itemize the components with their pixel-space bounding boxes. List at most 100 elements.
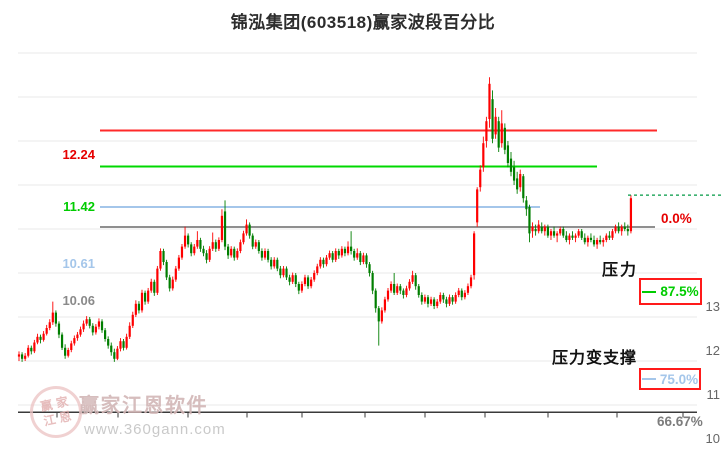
candle [36,336,39,343]
candle [605,235,608,240]
candle [82,323,85,330]
candle [88,319,91,326]
candle [436,301,439,306]
candle [331,253,334,260]
candle [150,281,153,291]
candle [236,251,239,258]
candle [602,240,605,243]
percent-label-66-67: 66.67% [657,414,703,429]
candle [214,242,217,249]
pressure-annotation: 压力 [601,262,638,279]
candle [282,268,285,276]
price-label-12-24: 12.24 [62,147,95,162]
candle [291,275,294,282]
candle [546,226,549,236]
candle [356,253,359,258]
candle [488,83,491,119]
candle [122,341,125,348]
candle [426,297,430,304]
candle [574,235,577,238]
candle [408,281,411,289]
candle [297,284,300,291]
candle [97,321,101,327]
candle [199,240,202,249]
candle [497,121,500,148]
candle [522,176,525,199]
candle [257,242,260,251]
candle [454,295,457,302]
candle [469,277,473,287]
candle [445,299,448,304]
candle [116,348,119,359]
candle [543,226,546,232]
candle [380,310,383,322]
candle [183,235,187,247]
candle [260,251,264,258]
candle [509,158,513,172]
y-axis-label: 11 [706,387,721,402]
watermark-brand: 赢家江恩软件 [79,395,208,417]
candle [230,248,233,256]
candle [423,297,426,302]
candle [91,325,94,333]
candle [48,322,51,328]
candle [24,355,27,359]
candle [171,279,174,289]
price-label-11-42: 11.42 [63,199,95,214]
candle [448,297,451,304]
candle [94,326,97,333]
candle [534,229,537,232]
candle [57,323,61,335]
candle [310,279,313,287]
candle [476,189,479,223]
candle [350,246,353,251]
candle [565,235,568,240]
candle [70,343,73,350]
candle [512,167,516,181]
candle [303,277,307,284]
candle [165,262,168,278]
candle [211,242,214,249]
candle [17,354,21,357]
candle [473,233,476,276]
candle [227,246,230,256]
candle [549,231,553,236]
candle [125,336,128,348]
candle [251,235,254,247]
candle [629,198,633,232]
candle [20,354,24,359]
candle [54,312,57,324]
candle [276,259,279,269]
candle [322,259,325,265]
watermark-logo-char: 恩 [57,409,73,426]
candle [159,251,162,269]
candle [217,240,220,249]
pressure-dash-icon [642,290,657,293]
support-dash-icon [641,378,656,380]
candle [325,257,328,265]
candle [174,268,177,280]
candle [254,242,257,247]
candle [463,292,466,298]
candle [180,246,184,258]
candle [119,341,122,349]
candle [153,281,156,293]
candle [411,275,414,282]
candle [128,325,131,337]
candle [568,235,571,240]
y-axis-label: 10 [705,431,720,446]
candle [377,308,380,322]
chart-title: 锦泓集团(603518)赢家波段百分比 [230,13,496,32]
candle [577,231,580,236]
candle [156,268,159,293]
candle [346,246,350,254]
candle [439,295,442,302]
candle [143,292,147,302]
candle [365,255,368,265]
candle [494,116,497,135]
candle [233,248,236,258]
candle [583,237,586,243]
candle [389,284,393,291]
candle [131,314,134,326]
candle [223,211,227,247]
